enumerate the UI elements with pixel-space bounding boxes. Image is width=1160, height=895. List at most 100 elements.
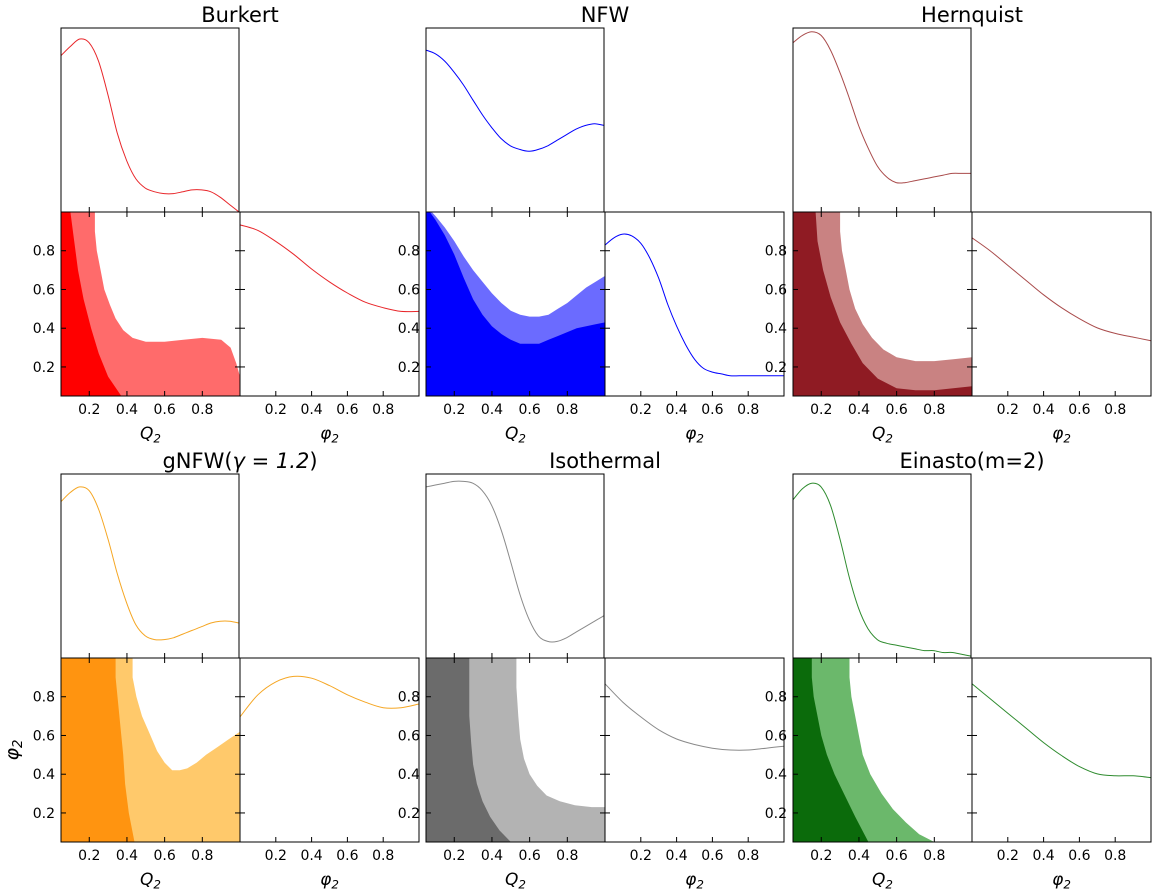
- x-tick-label: 0.8: [1104, 848, 1126, 864]
- x-tick-label: 0.8: [737, 848, 759, 864]
- x-tick-label: 0.2: [78, 402, 100, 418]
- x-axis-label: φ2: [685, 870, 704, 892]
- x-tick-label: 0.6: [885, 402, 907, 418]
- x-tick-label: 0.4: [665, 848, 687, 864]
- panel-title: Isothermal: [549, 449, 661, 473]
- y-tick-label: 0.4: [765, 321, 787, 337]
- y-tick-label: 0.6: [765, 728, 787, 744]
- marginal-axes-q2: [792, 473, 972, 659]
- x-tick-label: 0.2: [443, 402, 465, 418]
- x-axis-label: φ2: [685, 424, 704, 446]
- marginal-axes-q2: [792, 27, 972, 213]
- x-tick-label: 0.8: [1104, 402, 1126, 418]
- x-axis-label: Q2: [872, 424, 893, 446]
- y-tick-label: 0.4: [398, 767, 420, 783]
- contour-inner-68: [793, 658, 869, 842]
- joint-contours: [793, 658, 935, 842]
- x-tick-label: 0.4: [300, 402, 322, 418]
- y-tick-label: 0.6: [398, 728, 420, 744]
- x-tick-label: 0.6: [336, 402, 358, 418]
- x-tick-label: 0.2: [997, 402, 1019, 418]
- contour-inner-68: [426, 212, 605, 396]
- marginal-curve-q2: [792, 482, 972, 657]
- x-tick-label: 0.6: [701, 402, 723, 418]
- x-tick-label: 0.2: [630, 848, 652, 864]
- corner-panel: 0.2 0.4 0.6 0.8 0.2 0.4 0.6 0.8 0.2 0.4 0.6 0.8 Q2 φ2…: [398, 3, 785, 446]
- x-tick-label: 0.8: [191, 402, 213, 418]
- y-tick-label: 0.8: [765, 690, 787, 706]
- panel-title: gNFW(γ = 1.2): [162, 449, 317, 473]
- marginal-curve-phi2: [971, 683, 1152, 779]
- corner-panel: 0.2 0.4 0.6 0.8 0.2 0.4 0.6 0.8 0.2 0.4 0.6 0.8 Q2 φ2…: [398, 449, 785, 892]
- contour-outer-95: [61, 212, 240, 396]
- x-axis-label: Q2: [505, 870, 526, 892]
- marginal-curve-phi2: [971, 237, 1152, 342]
- x-tick-label: 0.6: [1068, 402, 1090, 418]
- x-axis-label: φ2: [320, 870, 339, 892]
- joint-contours: [61, 658, 240, 842]
- y-tick-label: 0.2: [765, 360, 787, 376]
- x-tick-label: 0.6: [518, 402, 540, 418]
- y-tick-label: 0.2: [33, 806, 55, 822]
- x-tick-label: 0.2: [630, 402, 652, 418]
- x-tick-label: 0.6: [885, 848, 907, 864]
- contour-inner-68: [61, 658, 135, 842]
- x-tick-label: 0.8: [923, 848, 945, 864]
- joint-contours: [61, 212, 240, 396]
- x-tick-label: 0.2: [78, 848, 100, 864]
- x-tick-label: 0.2: [810, 402, 832, 418]
- joint-contours: [426, 658, 605, 842]
- y-tick-label: 0.4: [33, 767, 55, 783]
- y-tick-label: 0.4: [33, 321, 55, 337]
- x-tick-label: 0.6: [153, 848, 175, 864]
- marginal-curve-q2: [792, 31, 971, 184]
- marginal-axes-phi2: [604, 211, 785, 397]
- marginal-axes-q2: [425, 473, 605, 659]
- y-axis-label: φ2: [1, 739, 26, 760]
- x-tick-label: 0.6: [1068, 848, 1090, 864]
- x-tick-label: 0.6: [153, 402, 175, 418]
- x-tick-label: 0.8: [372, 848, 394, 864]
- y-tick-label: 0.6: [765, 282, 787, 298]
- x-axis-label: φ2: [1052, 870, 1071, 892]
- corner-panel: 0.2 0.4 0.6 0.8 0.2 0.4 0.6 0.8 0.2 0.4 0.6 0.8 Q2 φ2…: [1, 449, 420, 892]
- panel-title: Einasto(m=2): [899, 449, 1044, 473]
- x-tick-label: 0.8: [923, 402, 945, 418]
- marginal-axes-q2: [60, 473, 240, 659]
- x-tick-label: 0.2: [810, 848, 832, 864]
- x-tick-label: 0.8: [556, 848, 578, 864]
- x-axis-label: Q2: [872, 870, 893, 892]
- marginal-curve-q2: [425, 49, 605, 152]
- y-tick-label: 0.2: [33, 360, 55, 376]
- y-tick-label: 0.2: [398, 806, 420, 822]
- panel-title: Hernquist: [921, 3, 1023, 27]
- x-axis-label: Q2: [140, 424, 161, 446]
- marginal-curve-phi2: [604, 683, 785, 751]
- x-tick-label: 0.4: [848, 848, 870, 864]
- marginal-axes-phi2: [604, 657, 785, 843]
- marginal-axes-phi2: [239, 211, 420, 397]
- x-tick-label: 0.2: [443, 848, 465, 864]
- panel-title: Burkert: [201, 3, 279, 27]
- y-tick-label: 0.4: [765, 767, 787, 783]
- y-tick-label: 0.8: [33, 244, 55, 260]
- marginal-axes-phi2: [239, 657, 420, 843]
- x-tick-label: 0.8: [191, 848, 213, 864]
- corner-panel: 0.2 0.4 0.6 0.8 0.2 0.4 0.6 0.8 0.2 0.4 0.6 0.8 Q2 φ2…: [765, 449, 1152, 892]
- marginal-curve-q2: [60, 486, 240, 641]
- x-tick-label: 0.4: [848, 402, 870, 418]
- x-tick-label: 0.4: [300, 848, 322, 864]
- x-tick-label: 0.8: [737, 402, 759, 418]
- marginal-axes-q2: [60, 27, 240, 213]
- y-tick-label: 0.6: [33, 728, 55, 744]
- x-tick-label: 0.4: [665, 402, 687, 418]
- marginal-axes-phi2: [971, 211, 1152, 397]
- marginal-curve-phi2: [604, 233, 784, 377]
- x-tick-label: 0.4: [116, 402, 138, 418]
- x-tick-label: 0.4: [1032, 402, 1054, 418]
- x-axis-label: Q2: [140, 870, 161, 892]
- x-tick-label: 0.8: [372, 402, 394, 418]
- marginal-curve-phi2: [239, 224, 420, 313]
- corner-panel: 0.2 0.4 0.6 0.8 0.2 0.4 0.6 0.8 0.2 0.4 0.6 0.8 Q2 φ2…: [765, 3, 1152, 446]
